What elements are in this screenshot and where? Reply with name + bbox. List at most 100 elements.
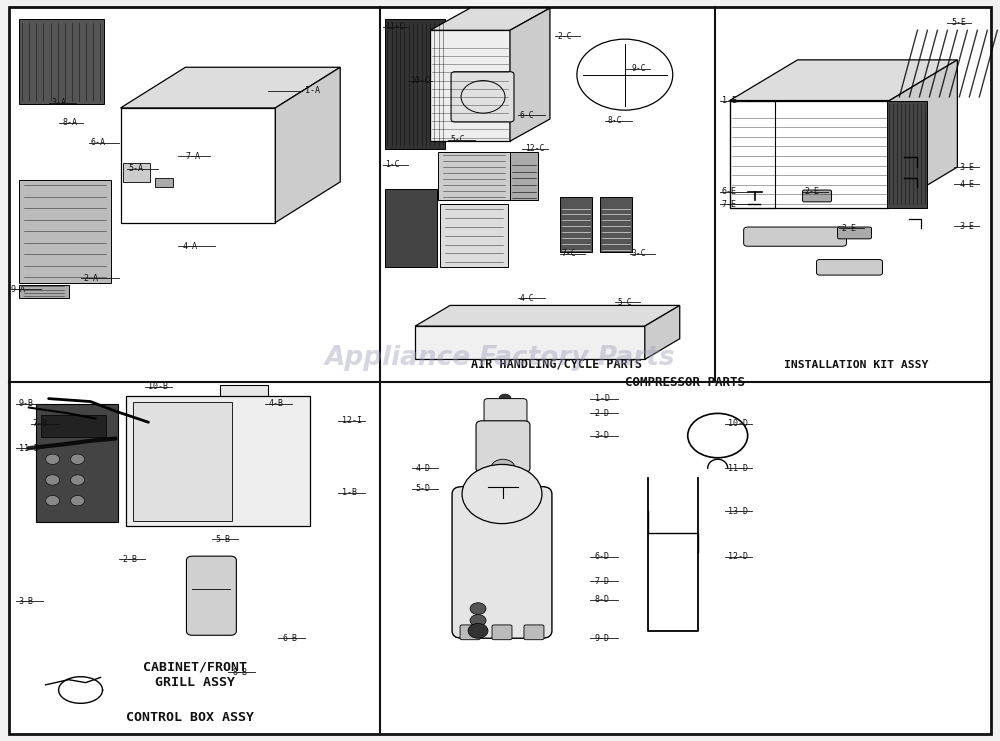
Circle shape	[46, 496, 60, 506]
Text: 11-D: 11-D	[728, 464, 748, 473]
FancyBboxPatch shape	[438, 153, 510, 200]
FancyBboxPatch shape	[524, 625, 544, 639]
Text: CABINET/FRONT
GRILL ASSY: CABINET/FRONT GRILL ASSY	[143, 660, 247, 688]
Text: 1-E: 1-E	[722, 96, 737, 105]
FancyBboxPatch shape	[600, 196, 632, 252]
Text: Appliance Factory Parts: Appliance Factory Parts	[325, 345, 675, 371]
FancyBboxPatch shape	[19, 179, 111, 283]
Text: 10-B: 10-B	[148, 382, 168, 391]
FancyBboxPatch shape	[887, 101, 927, 207]
Text: 9-B: 9-B	[19, 399, 34, 408]
Polygon shape	[121, 108, 275, 222]
FancyBboxPatch shape	[803, 190, 832, 202]
Text: 8-C: 8-C	[608, 116, 622, 125]
Circle shape	[71, 454, 85, 465]
FancyBboxPatch shape	[126, 396, 310, 526]
Circle shape	[46, 454, 60, 465]
FancyBboxPatch shape	[19, 285, 69, 298]
Polygon shape	[121, 67, 340, 108]
Bar	[255, 420, 261, 426]
Text: 1-B: 1-B	[342, 488, 357, 497]
Text: 1-A: 1-A	[305, 87, 320, 96]
Circle shape	[46, 475, 60, 485]
Circle shape	[71, 475, 85, 485]
Text: 3-E: 3-E	[959, 162, 974, 172]
FancyBboxPatch shape	[220, 385, 268, 431]
Text: 4-B: 4-B	[268, 399, 283, 408]
FancyBboxPatch shape	[36, 404, 118, 522]
Text: 7-B: 7-B	[33, 419, 48, 428]
FancyBboxPatch shape	[19, 19, 104, 104]
Text: 6-A: 6-A	[91, 139, 106, 147]
Text: 5-A: 5-A	[129, 164, 144, 173]
Text: 2-E: 2-E	[842, 224, 857, 233]
FancyBboxPatch shape	[838, 227, 871, 239]
Circle shape	[491, 459, 515, 477]
FancyBboxPatch shape	[385, 19, 445, 149]
Text: 9-A: 9-A	[11, 285, 26, 293]
Text: 6-B: 6-B	[282, 634, 297, 642]
Text: 5-E: 5-E	[951, 19, 966, 27]
Text: 6-C: 6-C	[520, 111, 535, 120]
Text: 8-D: 8-D	[595, 595, 610, 604]
FancyBboxPatch shape	[41, 415, 106, 437]
Text: 12-I: 12-I	[342, 416, 362, 425]
Text: 12-D: 12-D	[728, 552, 748, 562]
Text: 6-E: 6-E	[722, 187, 737, 196]
Polygon shape	[510, 8, 550, 142]
Circle shape	[470, 602, 486, 614]
Text: AIR HANDLING/CYCLE PARTS: AIR HANDLING/CYCLE PARTS	[471, 357, 642, 370]
FancyBboxPatch shape	[476, 421, 530, 473]
Bar	[245, 420, 251, 426]
Text: 5-D: 5-D	[415, 485, 430, 494]
Text: 3-C: 3-C	[632, 249, 646, 258]
FancyBboxPatch shape	[186, 556, 236, 635]
FancyBboxPatch shape	[385, 189, 437, 267]
Text: 7-C: 7-C	[562, 249, 577, 258]
Text: 3-D: 3-D	[595, 431, 610, 440]
Text: 5-B: 5-B	[215, 534, 230, 544]
Text: 1-C: 1-C	[385, 160, 400, 170]
Polygon shape	[275, 67, 340, 222]
FancyBboxPatch shape	[451, 72, 514, 122]
Text: 5-C: 5-C	[618, 298, 632, 307]
Text: 8-A: 8-A	[63, 119, 78, 127]
Text: CONTROL BOX ASSY: CONTROL BOX ASSY	[126, 711, 254, 724]
FancyBboxPatch shape	[460, 625, 480, 639]
Text: 8-B: 8-B	[232, 668, 247, 677]
Text: 7-E: 7-E	[722, 199, 737, 208]
Text: 7-D: 7-D	[595, 576, 610, 586]
Circle shape	[71, 496, 85, 506]
Polygon shape	[889, 60, 957, 207]
Text: 13-D: 13-D	[728, 507, 748, 516]
Text: 3-B: 3-B	[19, 597, 34, 605]
FancyBboxPatch shape	[123, 164, 150, 182]
Polygon shape	[430, 8, 550, 30]
FancyBboxPatch shape	[9, 7, 991, 734]
Text: 9-C: 9-C	[632, 64, 646, 73]
Text: 10-C: 10-C	[410, 76, 430, 85]
Bar	[225, 420, 231, 426]
FancyBboxPatch shape	[155, 178, 173, 187]
Circle shape	[468, 623, 488, 638]
FancyBboxPatch shape	[492, 625, 512, 639]
Text: 6-D: 6-D	[595, 552, 610, 562]
Text: 5-C: 5-C	[450, 136, 465, 144]
Text: 2-A: 2-A	[84, 273, 99, 282]
Text: 7-A: 7-A	[185, 151, 200, 161]
Text: COMPRESSOR PARTS: COMPRESSOR PARTS	[625, 376, 745, 389]
FancyBboxPatch shape	[452, 487, 552, 638]
FancyBboxPatch shape	[560, 196, 592, 252]
FancyBboxPatch shape	[133, 402, 232, 521]
FancyBboxPatch shape	[744, 227, 847, 246]
FancyBboxPatch shape	[817, 259, 882, 275]
Text: 11-B: 11-B	[19, 444, 39, 453]
FancyBboxPatch shape	[440, 204, 508, 267]
Text: 4-A: 4-A	[182, 242, 197, 250]
Text: 2-B: 2-B	[123, 554, 138, 564]
Polygon shape	[730, 60, 957, 101]
Bar	[235, 420, 241, 426]
Text: 4-E: 4-E	[959, 179, 974, 189]
Circle shape	[462, 465, 542, 524]
Polygon shape	[430, 30, 510, 142]
